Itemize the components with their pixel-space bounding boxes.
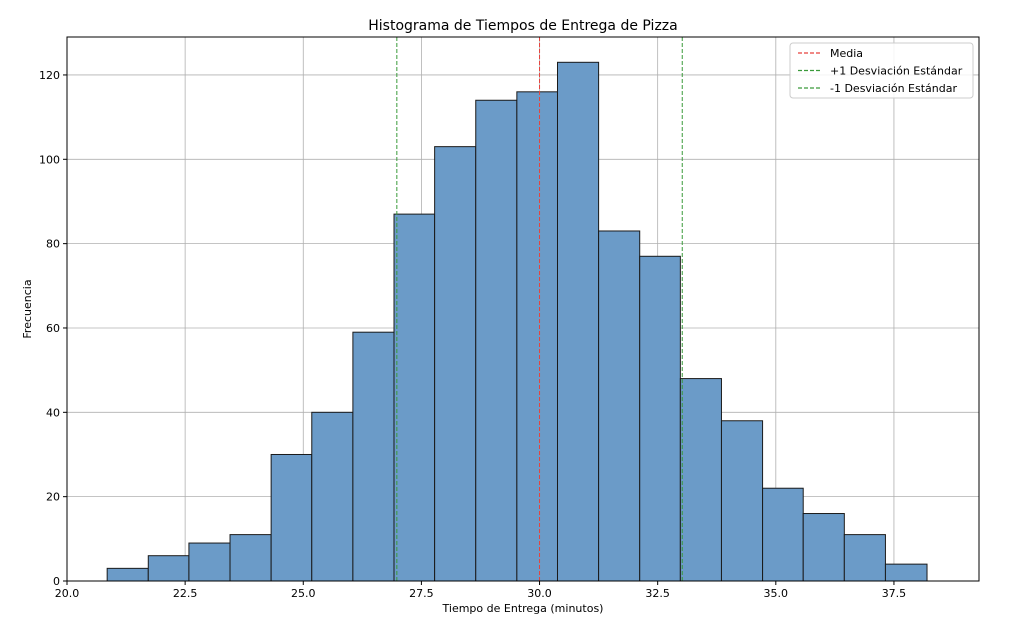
legend-entry-label: Media xyxy=(830,47,863,60)
x-axis-ticks: 20.0 22.5 25.0 27.5 30.0 32.5 35.0 37.5 xyxy=(55,581,906,600)
histogram-bar xyxy=(843,534,886,582)
y-tick-label: 100 xyxy=(39,153,60,166)
histogram-bar xyxy=(434,146,477,582)
legend-entry-label: -1 Desviación Estándar xyxy=(830,82,957,95)
x-tick-label: 30.0 xyxy=(527,587,552,600)
legend: Media +1 Desviación Estándar -1 Desviación… xyxy=(789,42,974,99)
chart-title: Histograma de Tiempos de Entrega de Pizz… xyxy=(368,18,677,34)
x-tick-label: 25.0 xyxy=(291,587,316,600)
x-tick-label: 35.0 xyxy=(764,587,789,600)
histogram-bar xyxy=(229,534,272,582)
reference-lines xyxy=(396,37,683,581)
histogram-bar xyxy=(639,255,681,582)
histogram-bar xyxy=(393,213,436,582)
y-axis-ticks: 0 20 40 60 80 100 120 xyxy=(39,69,67,588)
histogram-bar xyxy=(475,99,518,582)
x-tick-label: 32.5 xyxy=(645,587,670,600)
x-tick-label: 37.5 xyxy=(882,587,907,600)
plot-frame xyxy=(66,36,980,582)
y-tick-label: 60 xyxy=(46,322,60,335)
histogram-bar xyxy=(147,555,190,582)
histogram-bars xyxy=(106,61,928,582)
y-tick-label: 20 xyxy=(46,491,60,504)
histogram-bar xyxy=(270,453,313,582)
histogram-bar xyxy=(516,91,558,582)
y-tick-label: 80 xyxy=(46,238,60,251)
x-tick-label: 27.5 xyxy=(409,587,434,600)
x-tick-label: 22.5 xyxy=(173,587,198,600)
histogram-bar xyxy=(188,542,231,582)
y-tick-label: 120 xyxy=(39,69,60,82)
x-tick-label: 20.0 xyxy=(55,587,80,600)
histogram-bar xyxy=(884,563,928,582)
y-tick-label: 0 xyxy=(53,575,60,588)
legend-entry-label: +1 Desviación Estándar xyxy=(830,65,963,78)
x-axis-title: Tiempo de Entrega (minutos) xyxy=(442,602,604,615)
y-axis-title: Frecuencia xyxy=(21,279,34,338)
y-tick-label: 40 xyxy=(46,406,60,419)
histogram-bar xyxy=(802,513,845,582)
histogram-bar xyxy=(598,230,641,582)
histogram-bar xyxy=(311,411,354,582)
histogram-bar xyxy=(556,61,600,582)
histogram-bar xyxy=(679,378,722,582)
legend-box xyxy=(789,42,974,99)
histogram-bar xyxy=(762,487,804,582)
histogram-bar xyxy=(106,567,149,582)
histogram-bar xyxy=(352,331,395,582)
histogram-bar xyxy=(720,420,764,582)
